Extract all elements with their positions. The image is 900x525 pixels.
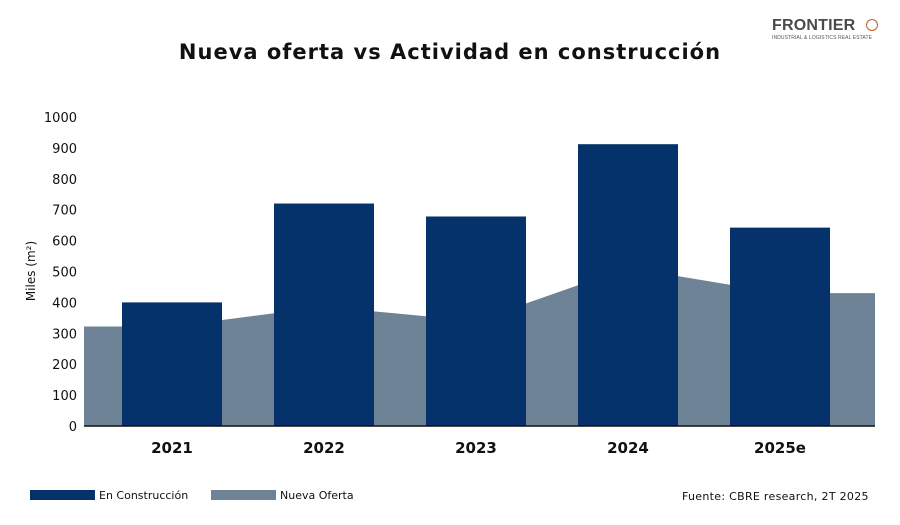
x-tick-label-2022: 2022	[303, 439, 345, 457]
x-tick-label-2025e: 2025e	[754, 439, 806, 457]
logo-wordmark: FRONTIER	[772, 17, 856, 34]
y-tick-label-600: 600	[52, 235, 77, 250]
legend-swatch-new-supply	[211, 490, 276, 500]
logo-mark-icon	[866, 19, 878, 31]
bar-en-construccion-2022	[274, 203, 374, 426]
frontier-logo: FRONTIER INDUSTRIAL & LOGISTICS REAL EST…	[772, 18, 882, 46]
x-tick-label-2024: 2024	[607, 439, 649, 457]
legend-label-construction: En Construcción	[99, 488, 189, 502]
y-tick-label-700: 700	[52, 204, 77, 219]
legend-label-new-supply: Nueva Oferta	[280, 488, 354, 502]
y-tick-label-100: 100	[52, 389, 77, 404]
y-tick-label-200: 200	[52, 358, 77, 373]
y-axis-label: Miles (m²)	[24, 241, 38, 301]
y-tick-label-300: 300	[52, 327, 77, 342]
bar-en-construccion-2024	[578, 144, 678, 426]
x-tick-label-2023: 2023	[455, 439, 497, 457]
bar-en-construccion-2025e	[730, 227, 830, 426]
legend-item-construction: En Construcción	[30, 488, 188, 502]
y-tick-label-800: 800	[52, 173, 77, 188]
legend-item-new-supply: Nueva Oferta	[211, 488, 354, 502]
source-note: Fuente: CBRE research, 2T 2025	[682, 490, 869, 503]
y-tick-label-500: 500	[52, 266, 77, 281]
chart-title: Nueva oferta vs Actividad en construcció…	[178, 40, 722, 64]
bar-en-construccion-2023	[426, 216, 526, 426]
legend-swatch-construction	[30, 490, 95, 500]
x-tick-label-2021: 2021	[151, 439, 193, 457]
y-tick-label-400: 400	[52, 296, 77, 311]
logo-tagline: INDUSTRIAL & LOGISTICS REAL ESTATE	[772, 35, 873, 41]
bar-en-construccion-2021	[122, 302, 222, 426]
y-tick-label-0: 0	[69, 420, 77, 435]
y-tick-label-1000: 1000	[44, 111, 77, 126]
y-tick-label-900: 900	[52, 142, 77, 157]
